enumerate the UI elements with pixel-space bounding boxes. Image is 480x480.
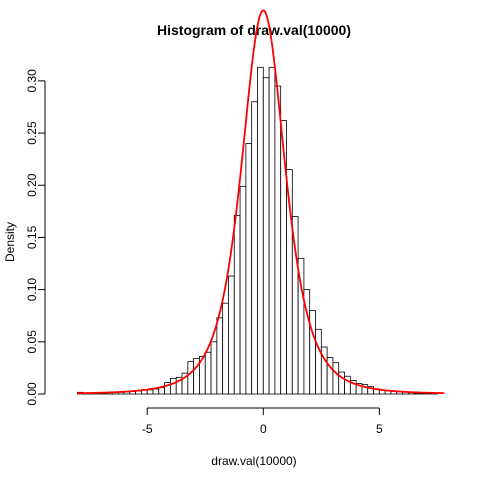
histogram-bar bbox=[158, 387, 166, 395]
x-axis-label: draw.val(10000) bbox=[211, 454, 296, 468]
y-axis-label: Density bbox=[3, 222, 17, 262]
histogram-bar bbox=[315, 328, 322, 395]
y-tick-label: 0.15 bbox=[25, 225, 39, 249]
histogram-bar bbox=[228, 275, 235, 395]
histogram-bar bbox=[309, 310, 316, 395]
histogram-bar bbox=[274, 85, 282, 395]
histogram-bar bbox=[251, 101, 258, 395]
histogram-bar bbox=[233, 215, 241, 395]
histogram-bar bbox=[268, 66, 276, 395]
y-tick-label: 0.05 bbox=[25, 330, 39, 354]
y-axis: 0.00 0.05 0.10 0.15 0.20 0.25 0.30 bbox=[25, 69, 46, 406]
histogram-bar bbox=[245, 143, 253, 395]
y-tick-label: 0.10 bbox=[25, 278, 39, 302]
y-tick-label: 0.30 bbox=[25, 69, 39, 93]
histogram-bar bbox=[222, 302, 229, 395]
histogram-bar bbox=[239, 185, 247, 395]
histogram-bar bbox=[152, 388, 160, 395]
chart-title: Histogram of draw.val(10000) bbox=[157, 22, 351, 38]
histogram-bar bbox=[204, 351, 212, 395]
histogram-bar bbox=[262, 77, 270, 395]
y-tick-label: 0.00 bbox=[25, 382, 39, 406]
density-curve bbox=[77, 9, 445, 395]
histogram-bar bbox=[146, 389, 154, 395]
histogram-bar bbox=[210, 341, 218, 395]
x-tick-label: -5 bbox=[142, 422, 153, 436]
histogram-bar bbox=[170, 377, 177, 395]
y-tick-label: 0.25 bbox=[25, 121, 39, 145]
y-tick-label: 0.20 bbox=[25, 173, 39, 197]
histogram-bar bbox=[216, 317, 224, 395]
histogram-bars bbox=[77, 66, 438, 395]
histogram-bar bbox=[257, 66, 264, 395]
histogram-bar bbox=[332, 362, 340, 395]
histogram-bar bbox=[187, 361, 195, 395]
x-tick-label: 0 bbox=[260, 422, 267, 436]
x-axis: -5 0 5 bbox=[142, 407, 383, 436]
x-tick-label: 5 bbox=[376, 422, 383, 436]
